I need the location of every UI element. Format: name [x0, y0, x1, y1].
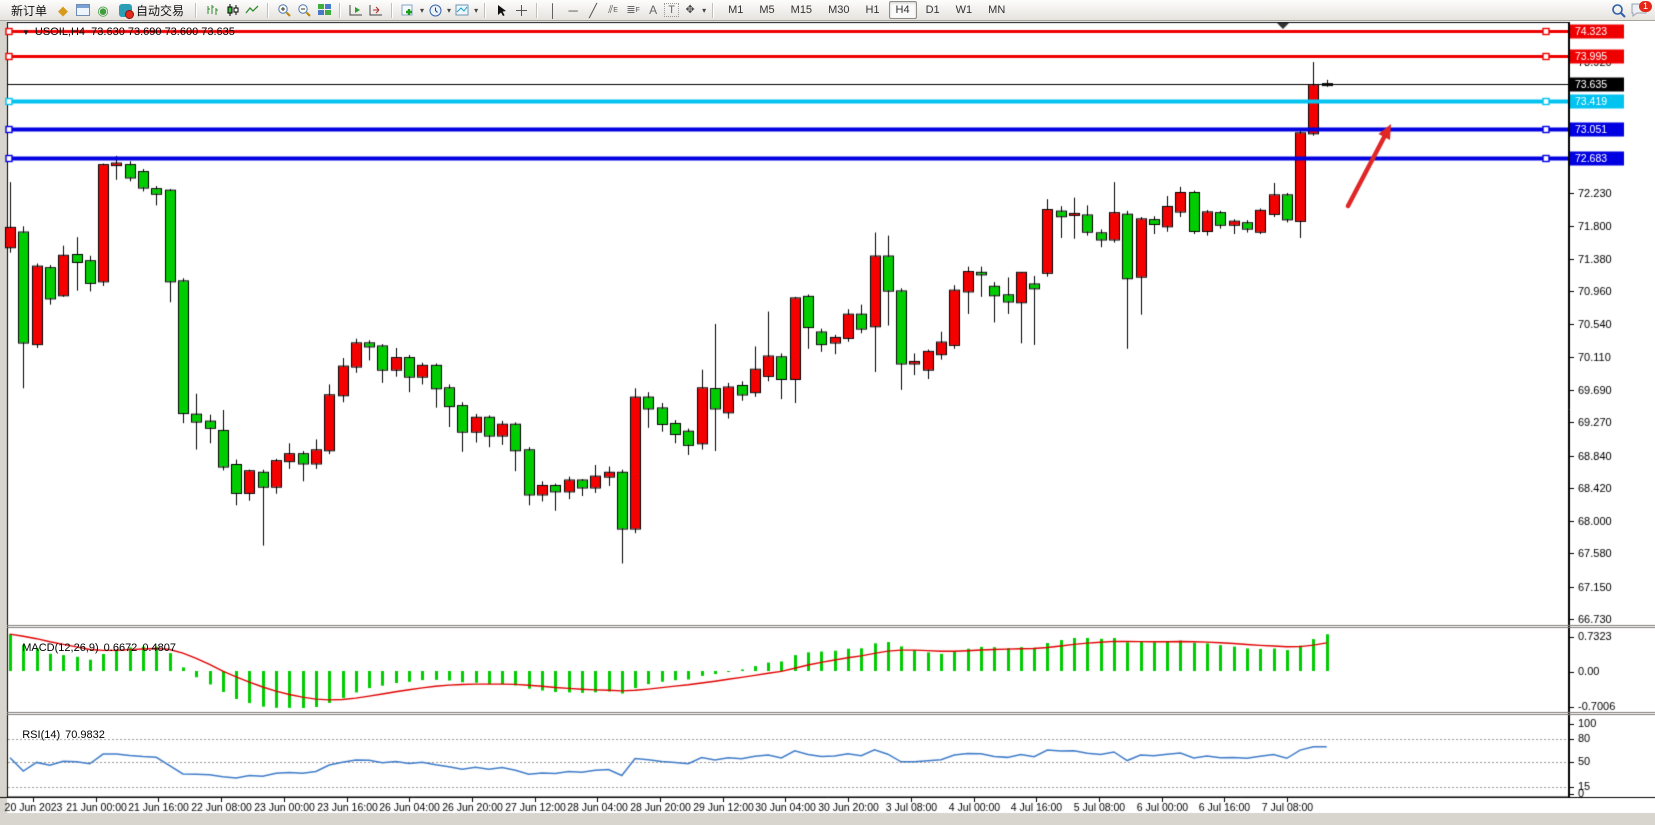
separator — [339, 2, 342, 18]
text-tool-icon[interactable]: A — [649, 3, 658, 17]
arrows-dropdown[interactable]: ▾ — [702, 5, 707, 15]
timeframe-mn[interactable]: MN — [988, 4, 1006, 16]
auto-trading-button[interactable]: 自动交易 — [114, 1, 189, 20]
search-icon-glyph — [1611, 3, 1626, 18]
cursor-icon-glyph — [497, 4, 506, 16]
periods-dropdown[interactable]: ▾ — [447, 5, 452, 15]
timeframe-h1[interactable]: H1 — [865, 4, 880, 16]
chart-canvas[interactable] — [0, 21, 1655, 825]
toolbar: 新订单 ◆ ◉ 自动交易 — [0, 0, 1655, 21]
timeframe-m5[interactable]: M5 — [759, 4, 775, 16]
add-indicator-icon[interactable] — [399, 2, 417, 19]
chart-shift-icon-glyph — [349, 5, 363, 16]
gold-symbol-icon[interactable]: ◆ — [58, 2, 69, 18]
timeframe-m30[interactable]: M30 — [828, 4, 850, 16]
radar-icon[interactable]: ◉ — [97, 2, 109, 18]
equidistant-channel-tool-icon[interactable]: ⫽ E — [608, 3, 618, 16]
timeframe-h4[interactable]: H4 — [888, 1, 917, 19]
templates-icon[interactable] — [453, 2, 471, 19]
zoom-in-icon[interactable] — [275, 2, 293, 19]
bar-chart-icon-glyph — [207, 5, 218, 15]
fibonacci-tool-icon[interactable]: ≣ F — [626, 3, 640, 16]
crosshair-icon-glyph — [515, 4, 527, 16]
candlestick-chart-icon[interactable] — [223, 2, 241, 19]
chart-window-icon[interactable] — [74, 2, 92, 19]
text-label-tool-icon[interactable]: T — [664, 3, 680, 17]
chart-shift-icon[interactable] — [347, 2, 365, 19]
zoom-in-icon-glyph — [278, 4, 291, 17]
separator — [391, 2, 394, 18]
separator — [712, 2, 715, 18]
zoom-out-icon-glyph — [298, 4, 311, 17]
line-chart-icon-glyph — [245, 5, 259, 14]
notification-badge: 1 — [1639, 0, 1652, 12]
horizontal-line-tool-icon[interactable]: ─ — [568, 2, 578, 18]
tile-windows-icon-glyph — [317, 4, 331, 15]
vertical-line-tool-icon[interactable]: │ — [549, 2, 558, 18]
auto-scroll-icon-glyph — [369, 5, 383, 16]
timeframe-m1[interactable]: M1 — [728, 4, 744, 16]
auto-trading-label: 自动交易 — [136, 3, 185, 18]
timeframe-group: M1 M5 M15 M30 H1 H4 D1 W1 MN — [720, 1, 1013, 19]
add-indicator-dropdown[interactable]: ▾ — [420, 5, 425, 15]
bar-chart-icon[interactable] — [203, 2, 221, 19]
separator — [484, 2, 487, 18]
templates-icon-glyph — [455, 4, 469, 16]
add-indicator-icon-glyph — [401, 4, 413, 15]
community-chat-button[interactable]: 1 — [1629, 0, 1652, 19]
timeframe-d1[interactable]: D1 — [925, 4, 940, 16]
separator — [267, 2, 270, 18]
timeframe-w1[interactable]: W1 — [955, 4, 973, 16]
line-chart-icon[interactable] — [243, 2, 261, 19]
templates-dropdown[interactable]: ▾ — [474, 5, 479, 15]
separator — [536, 2, 539, 18]
search-icon[interactable] — [1609, 2, 1627, 19]
trendline-tool-icon[interactable]: ╱ — [589, 2, 597, 18]
tile-windows-icon[interactable] — [315, 2, 333, 19]
auto-trading-icon — [119, 3, 135, 19]
crosshair-icon[interactable] — [512, 2, 530, 19]
chart-window-icon-glyph — [76, 4, 91, 16]
timeframe-m15[interactable]: M15 — [790, 4, 813, 16]
periods-clock-icon-glyph — [429, 4, 442, 16]
arrows-tool-icon[interactable]: ✥ — [685, 3, 695, 16]
auto-scroll-icon[interactable] — [367, 2, 385, 19]
cursor-icon[interactable] — [492, 2, 510, 19]
zoom-out-icon[interactable] — [295, 2, 313, 19]
new-order-button[interactable]: 新订单 — [6, 1, 52, 20]
separator — [195, 2, 198, 18]
candlestick-chart-icon-glyph — [227, 4, 239, 16]
periods-clock-icon[interactable] — [426, 2, 444, 19]
